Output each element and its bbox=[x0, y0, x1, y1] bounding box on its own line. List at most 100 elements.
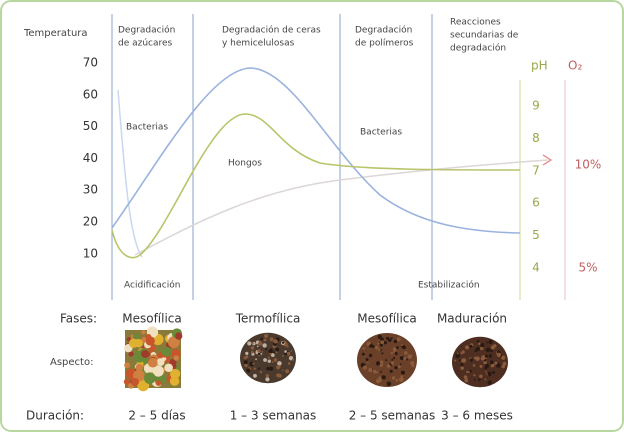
grain bbox=[381, 375, 386, 380]
leaf bbox=[128, 338, 138, 348]
stage-title: Reacciones bbox=[450, 18, 501, 28]
grain bbox=[247, 341, 252, 346]
grain bbox=[496, 363, 501, 368]
grain bbox=[472, 364, 476, 367]
grain bbox=[395, 379, 399, 382]
phase-name: Termofílica bbox=[235, 312, 301, 326]
grain bbox=[285, 369, 290, 374]
grain bbox=[485, 364, 489, 368]
grain bbox=[283, 340, 287, 344]
grain bbox=[410, 361, 415, 365]
grain bbox=[383, 340, 387, 345]
grain bbox=[484, 370, 487, 373]
grain bbox=[385, 359, 388, 362]
grain bbox=[494, 361, 498, 365]
aspect-photos bbox=[123, 326, 508, 392]
grain bbox=[371, 345, 375, 349]
stage-title: Degradación de ceras bbox=[222, 25, 321, 36]
grain bbox=[502, 361, 507, 366]
grain bbox=[243, 360, 248, 365]
grain bbox=[261, 350, 264, 353]
grain bbox=[378, 341, 381, 344]
leaf bbox=[167, 336, 180, 349]
grain bbox=[394, 366, 398, 370]
grain bbox=[265, 377, 270, 382]
leaf bbox=[147, 357, 158, 368]
grain bbox=[256, 345, 259, 348]
grain bbox=[390, 351, 394, 355]
phase-name: Mesofílica bbox=[357, 312, 417, 326]
row-label: Fases: bbox=[60, 312, 97, 326]
o2-tick: 5% bbox=[578, 261, 597, 275]
grain bbox=[369, 344, 372, 348]
grain bbox=[278, 373, 282, 378]
grain bbox=[376, 371, 379, 374]
grain bbox=[400, 344, 403, 347]
grain bbox=[484, 354, 488, 358]
grain bbox=[269, 366, 274, 371]
temperature-tick: 50 bbox=[83, 119, 98, 133]
leaf bbox=[161, 346, 172, 357]
leaf bbox=[135, 363, 143, 372]
grain bbox=[454, 359, 457, 362]
grain bbox=[483, 359, 486, 362]
leaf bbox=[155, 380, 162, 386]
grain bbox=[497, 362, 500, 365]
grain bbox=[466, 370, 469, 374]
grain bbox=[391, 358, 394, 361]
grain bbox=[479, 374, 483, 379]
stage-title: secundarias de bbox=[450, 31, 519, 41]
grain bbox=[404, 351, 408, 355]
grain bbox=[378, 378, 382, 382]
grain bbox=[275, 351, 278, 354]
grain bbox=[250, 346, 255, 350]
grain bbox=[389, 369, 393, 373]
grain bbox=[362, 365, 367, 370]
grain bbox=[260, 337, 263, 341]
grain bbox=[268, 348, 274, 354]
grain bbox=[468, 371, 471, 373]
leaf bbox=[164, 363, 173, 373]
grain bbox=[400, 370, 405, 375]
grain bbox=[386, 381, 392, 387]
grain bbox=[271, 361, 274, 363]
leaf bbox=[171, 348, 181, 359]
grain bbox=[380, 371, 382, 373]
grain bbox=[392, 357, 396, 360]
grain bbox=[487, 349, 490, 352]
grain bbox=[378, 348, 381, 352]
grain bbox=[488, 339, 493, 345]
phase-name: Mesofílica bbox=[122, 312, 182, 326]
grain bbox=[281, 341, 285, 344]
grain bbox=[365, 358, 369, 362]
grain bbox=[460, 363, 464, 367]
ph-curve bbox=[111, 113, 521, 259]
grain bbox=[501, 364, 506, 369]
grain bbox=[473, 378, 476, 381]
grain bbox=[394, 352, 398, 356]
grain bbox=[380, 337, 384, 342]
grain bbox=[403, 356, 407, 361]
grain bbox=[490, 364, 494, 368]
grain bbox=[368, 353, 373, 358]
grain bbox=[380, 340, 385, 345]
grain bbox=[397, 365, 401, 369]
grain bbox=[464, 345, 470, 350]
grain bbox=[250, 350, 254, 354]
grain bbox=[464, 378, 469, 383]
grain bbox=[269, 337, 274, 342]
grain bbox=[284, 350, 287, 353]
grain bbox=[481, 355, 486, 359]
grain bbox=[473, 374, 476, 377]
leaf bbox=[152, 365, 164, 377]
grain bbox=[379, 360, 384, 364]
grain bbox=[263, 338, 267, 342]
grain bbox=[260, 352, 263, 355]
grain bbox=[273, 339, 278, 344]
annotation: Hongos bbox=[228, 159, 262, 169]
o2-arrow bbox=[542, 154, 553, 166]
grain bbox=[393, 339, 398, 344]
grain bbox=[253, 373, 257, 378]
